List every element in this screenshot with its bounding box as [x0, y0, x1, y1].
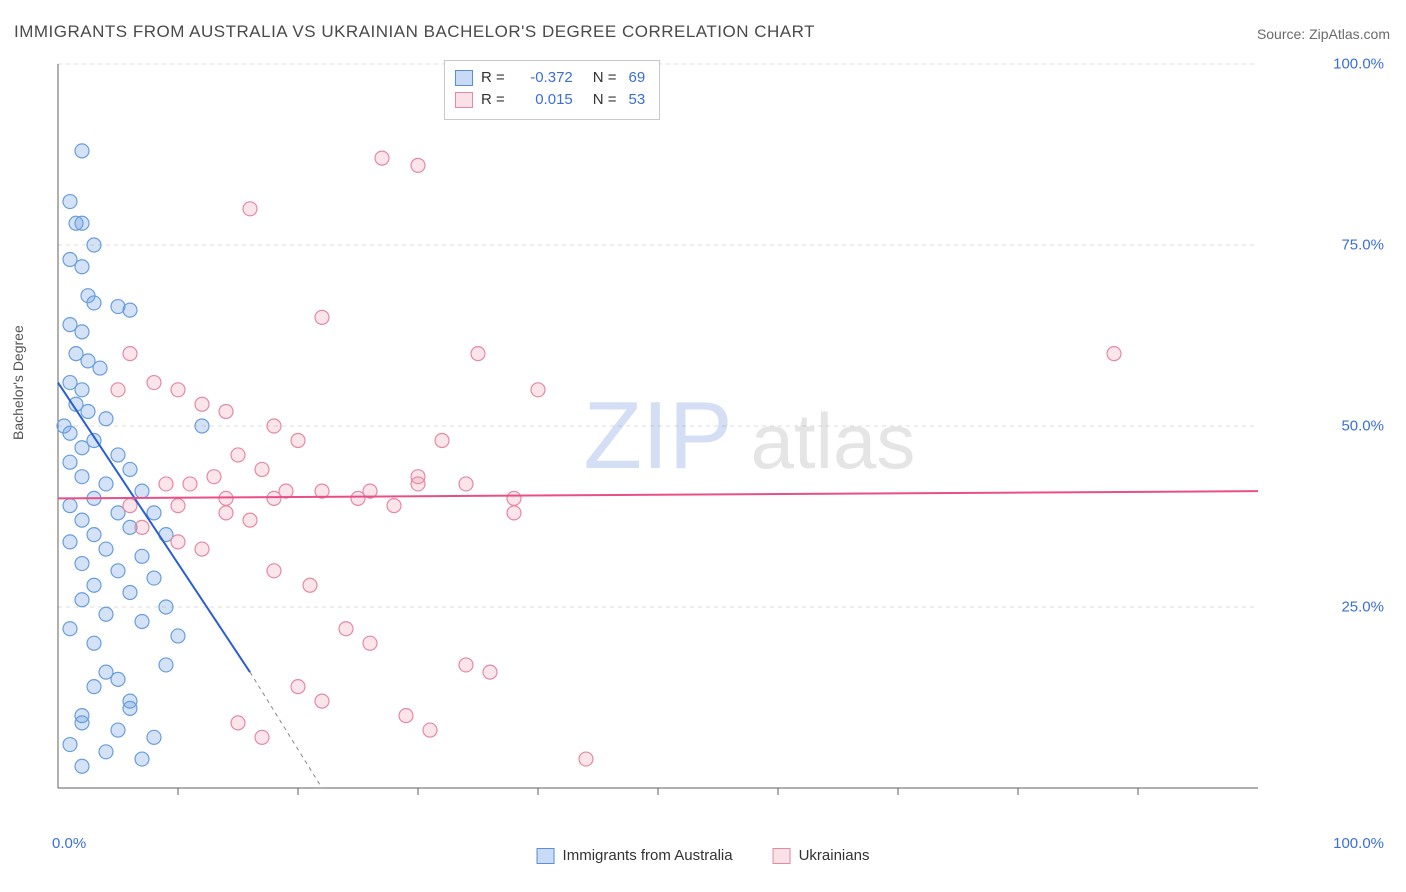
n-label: N = — [593, 67, 617, 89]
y-tick-label: 25.0% — [1341, 599, 1384, 616]
svg-text:ZIP: ZIP — [583, 382, 732, 489]
stats-row: R = -0.372 N = 69 — [455, 67, 645, 89]
legend-label: Ukrainians — [799, 847, 870, 864]
source-attribution: Source: ZipAtlas.com — [1257, 26, 1390, 42]
chart-container: IMMIGRANTS FROM AUSTRALIA VS UKRAINIAN B… — [0, 0, 1406, 892]
svg-text:atlas: atlas — [751, 397, 916, 485]
r-value: -0.372 — [513, 67, 573, 89]
source-value: ZipAtlas.com — [1309, 26, 1390, 42]
r-label: R = — [481, 67, 505, 89]
r-value: 0.015 — [513, 89, 573, 111]
swatch-blue — [455, 70, 473, 86]
y-axis-label: Bachelor's Degree — [10, 325, 26, 440]
correlation-stats-box: R = -0.372 N = 69 R = 0.015 N = 53 — [444, 60, 660, 120]
stats-row: R = 0.015 N = 53 — [455, 89, 645, 111]
source-label: Source: — [1257, 26, 1309, 42]
legend-label: Immigrants from Australia — [563, 847, 733, 864]
y-tick-label: 50.0% — [1341, 418, 1384, 435]
x-tick-label: 100.0% — [1333, 835, 1384, 852]
legend-item-australia: Immigrants from Australia — [537, 847, 733, 864]
legend-item-ukrainians: Ukrainians — [773, 847, 870, 864]
legend-swatch-pink — [773, 848, 791, 864]
chart-title: IMMIGRANTS FROM AUSTRALIA VS UKRAINIAN B… — [14, 22, 815, 42]
scatter-chart-svg: ZIPatlas — [48, 58, 1328, 818]
n-value: 53 — [629, 89, 646, 111]
plot-area: ZIPatlas — [48, 58, 1328, 818]
legend-swatch-blue — [537, 848, 555, 864]
y-tick-label: 100.0% — [1333, 56, 1384, 73]
n-value: 69 — [629, 67, 646, 89]
r-label: R = — [481, 89, 505, 111]
bottom-legend: Immigrants from Australia Ukrainians — [537, 847, 870, 864]
swatch-pink — [455, 92, 473, 108]
n-label: N = — [593, 89, 617, 111]
y-tick-label: 75.0% — [1341, 237, 1384, 254]
x-tick-label: 0.0% — [52, 835, 86, 852]
